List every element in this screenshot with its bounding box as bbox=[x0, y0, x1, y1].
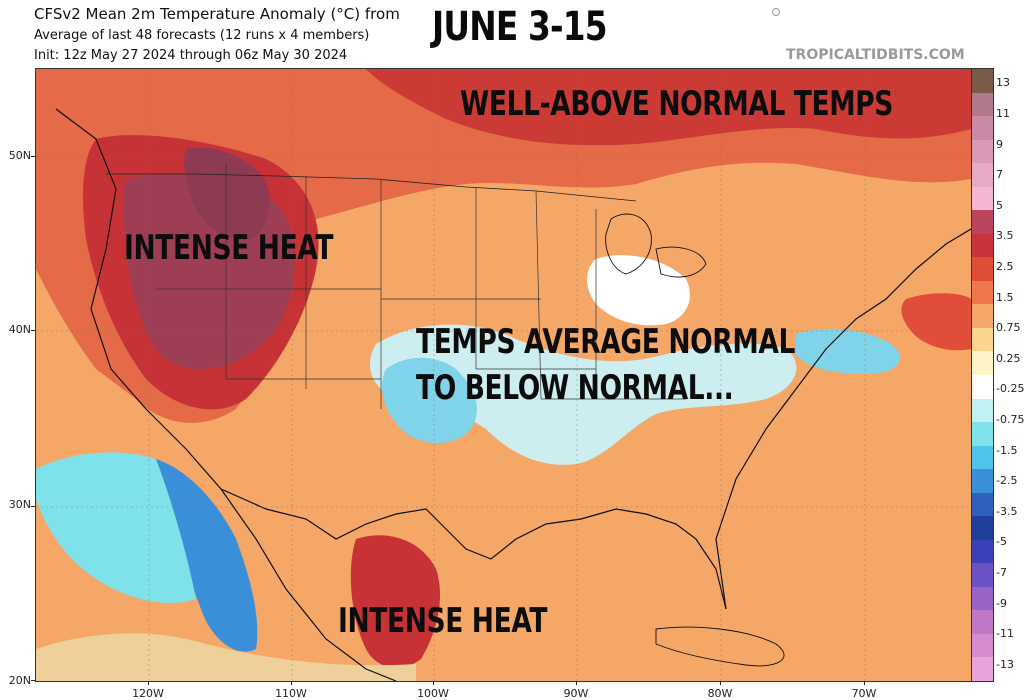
west-coastline bbox=[55, 108, 397, 681]
lon-label-110w: 110W bbox=[275, 687, 307, 700]
lat-label-50n: 50N bbox=[8, 149, 31, 162]
lon-tick bbox=[864, 681, 865, 685]
annotation-temps-normal-line1: TEMPS AVERAGE NORMAL bbox=[416, 322, 795, 362]
date-range-headline: JUNE 3-15 bbox=[432, 4, 608, 50]
us-state-borders bbox=[156, 164, 686, 409]
color-scale-segment bbox=[972, 186, 993, 211]
lon-tick bbox=[720, 681, 721, 685]
cool-region-pacific bbox=[36, 452, 196, 603]
color-scale-segment bbox=[972, 563, 993, 588]
intense-heat-region-mexico bbox=[350, 535, 441, 668]
lat-label-40n: 40N bbox=[8, 323, 31, 336]
color-scale-segment bbox=[972, 610, 993, 635]
color-scale-label: 0.25 bbox=[996, 351, 1021, 365]
lon-tick bbox=[291, 681, 292, 685]
color-scale-label: -9 bbox=[996, 596, 1007, 610]
lat-tick bbox=[31, 506, 35, 507]
small-circle-icon bbox=[772, 8, 780, 16]
color-scale-label: 7 bbox=[996, 168, 1003, 182]
color-scale-label: -1.5 bbox=[996, 443, 1018, 457]
color-scale-segment bbox=[972, 398, 993, 423]
color-scale-bar bbox=[971, 68, 994, 682]
color-scale-label: -7 bbox=[996, 565, 1007, 579]
color-scale-label: -0.75 bbox=[996, 412, 1024, 426]
anomaly-map-svg bbox=[36, 69, 971, 681]
color-scale-label: 1.5 bbox=[996, 290, 1014, 304]
color-scale-segment bbox=[972, 657, 993, 682]
color-scale-segment bbox=[972, 233, 993, 258]
mild-warm-region-south bbox=[36, 633, 416, 681]
color-scale-segment bbox=[972, 92, 993, 117]
color-scale-label: 5 bbox=[996, 198, 1003, 212]
cool-anomaly-region-central bbox=[370, 324, 797, 465]
lat-tick bbox=[31, 330, 35, 331]
lon-tick bbox=[576, 681, 577, 685]
color-scale-label: -3.5 bbox=[996, 504, 1018, 518]
annotation-temps-normal-line2: TO BELOW NORMAL... bbox=[416, 368, 734, 408]
color-scale-segment bbox=[972, 304, 993, 329]
lat-label-30n: 30N bbox=[8, 498, 31, 511]
map-header: CFSv2 Mean 2m Temperature Anomaly (°C) f… bbox=[0, 0, 1024, 68]
color-scale-label: -13 bbox=[996, 657, 1014, 671]
color-scale-label: 0.75 bbox=[996, 321, 1021, 335]
neutral-region-great-lakes bbox=[587, 255, 690, 326]
cool-region-atlantic bbox=[796, 328, 901, 374]
lon-label-70w: 70W bbox=[851, 687, 877, 700]
color-scale-label: -11 bbox=[996, 627, 1014, 641]
lon-label-90w: 90W bbox=[563, 687, 589, 700]
annotation-intense-heat-west: INTENSE HEAT bbox=[124, 228, 334, 268]
canada-us-border bbox=[106, 173, 637, 202]
atlantic-coastline bbox=[715, 228, 971, 610]
cuba-outline bbox=[655, 626, 785, 667]
lon-label-80w: 80W bbox=[707, 687, 733, 700]
color-scale-label: 9 bbox=[996, 137, 1003, 151]
color-scale-segment bbox=[972, 69, 993, 93]
color-scale-label: 11 bbox=[996, 106, 1010, 120]
color-scale-segment bbox=[972, 586, 993, 611]
map-subtitle-init: Init: 12z May 27 2024 through 06z May 30… bbox=[34, 48, 348, 63]
color-scale-segment bbox=[972, 139, 993, 164]
color-scale-label: -0.25 bbox=[996, 382, 1024, 396]
color-scale-segment bbox=[972, 327, 993, 352]
color-scale-label: 13 bbox=[996, 76, 1010, 90]
color-scale-segment bbox=[972, 375, 993, 399]
map-subtitle-ensemble: Average of last 48 forecasts (12 runs x … bbox=[34, 28, 370, 43]
color-scale-label: 3.5 bbox=[996, 229, 1014, 243]
peak-heat-core-idaho bbox=[184, 147, 270, 240]
lat-label-20n: 20N bbox=[8, 674, 31, 687]
strong-warm-region-canada bbox=[366, 69, 971, 146]
lat-tick bbox=[31, 156, 35, 157]
anomaly-map bbox=[35, 68, 972, 682]
color-scale-segment bbox=[972, 492, 993, 517]
color-scale-segment bbox=[972, 280, 993, 305]
gulf-coastline bbox=[220, 488, 727, 610]
lon-label-120w: 120W bbox=[132, 687, 164, 700]
annotation-well-above-normal: WELL-ABOVE NORMAL TEMPS bbox=[460, 84, 893, 124]
color-scale-segment bbox=[972, 210, 993, 235]
color-scale-segment bbox=[972, 351, 993, 376]
cool-core-oklahoma bbox=[381, 357, 477, 444]
color-scale-segment bbox=[972, 469, 993, 494]
warm-region-offshore bbox=[901, 293, 971, 351]
lon-label-100w: 100W bbox=[417, 687, 449, 700]
color-scale-segment bbox=[972, 257, 993, 282]
lon-tick bbox=[433, 681, 434, 685]
color-scale-label: -2.5 bbox=[996, 474, 1018, 488]
color-scale-segment bbox=[972, 445, 993, 470]
map-title: CFSv2 Mean 2m Temperature Anomaly (°C) f… bbox=[34, 5, 400, 23]
color-scale-segment bbox=[972, 539, 993, 564]
lon-tick bbox=[148, 681, 149, 685]
great-lakes-outline bbox=[605, 213, 707, 278]
color-scale-label: -5 bbox=[996, 535, 1007, 549]
source-credit: TROPICALTIDBITS.COM bbox=[786, 47, 965, 63]
color-scale-label: 2.5 bbox=[996, 259, 1014, 273]
lat-tick bbox=[31, 680, 35, 681]
color-scale-segment bbox=[972, 116, 993, 141]
graticule bbox=[36, 69, 971, 681]
color-scale-segment bbox=[972, 422, 993, 447]
color-scale-segment bbox=[972, 633, 993, 658]
annotation-intense-heat-south: INTENSE HEAT bbox=[338, 601, 548, 641]
color-scale-segment bbox=[972, 516, 993, 541]
color-scale-segment bbox=[972, 163, 993, 188]
